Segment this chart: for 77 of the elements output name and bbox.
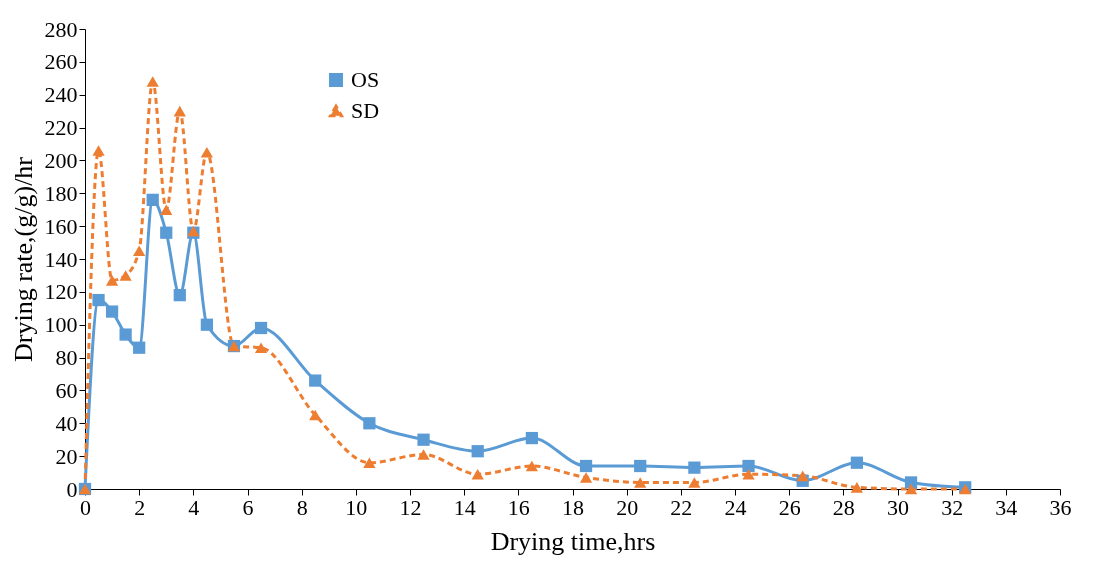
x-tick-label: 24: [724, 494, 747, 520]
point: [160, 204, 173, 216]
point: [363, 457, 376, 469]
point: [92, 293, 105, 307]
x-tick-label: 30: [887, 494, 909, 520]
point: [634, 477, 647, 488]
point: [363, 417, 376, 430]
point: [133, 341, 146, 354]
x-axis-title: Drying time,hrs: [490, 526, 656, 556]
x-tick-label: 18: [562, 494, 584, 520]
x-tick-label: 10: [345, 494, 368, 520]
point: [579, 472, 593, 483]
point: [160, 226, 173, 239]
point: [200, 318, 213, 331]
point: [688, 461, 701, 474]
y-tick-label: 140: [44, 246, 78, 272]
point: [105, 305, 119, 318]
legend-label: SD: [351, 98, 380, 123]
x-tick-label: 34: [995, 494, 1018, 520]
x-tick-label: 14: [453, 494, 476, 520]
point: [850, 456, 863, 469]
y-tick-label: 80: [55, 345, 78, 371]
point: [850, 482, 863, 493]
x-tick-label: 4: [188, 494, 200, 520]
point: [173, 105, 186, 117]
point: [688, 477, 701, 488]
point: [417, 433, 430, 446]
point: [471, 468, 484, 480]
point: [417, 449, 430, 460]
x-tick-label: 8: [296, 494, 308, 520]
x-tick-label: 20: [616, 494, 639, 520]
point: [634, 459, 647, 473]
point: [742, 468, 755, 480]
x-tick-label: 12: [399, 494, 422, 520]
point: [796, 470, 809, 482]
y-tick-label: 240: [44, 82, 78, 108]
y-tick-label: 0: [66, 476, 78, 502]
x-tick-label: 36: [1049, 494, 1072, 520]
x-tick-label: 2: [134, 494, 146, 520]
y-tick-label: 120: [44, 279, 78, 305]
x-tick-label: 28: [832, 494, 855, 520]
y-tick-label: 200: [44, 147, 78, 173]
x-tick-label: 22: [670, 494, 693, 520]
point: [525, 431, 538, 445]
point: [742, 459, 755, 473]
y-tick-label: 40: [55, 410, 78, 436]
x-tick-label: 6: [242, 494, 254, 520]
point: [471, 445, 484, 458]
point: [133, 245, 146, 257]
x-tick-label: 32: [941, 494, 964, 520]
point: [119, 328, 132, 341]
y-tick-label: 100: [44, 312, 78, 338]
point: [525, 460, 538, 472]
legend-label: OS: [351, 67, 380, 92]
point: [173, 289, 186, 302]
y-tick-label: 20: [55, 443, 78, 469]
point: [309, 374, 322, 387]
x-tick-label: 16: [507, 494, 530, 520]
y-tick-label: 220: [44, 115, 78, 141]
point: [579, 459, 593, 473]
point: [254, 342, 268, 354]
y-tick-label: 60: [55, 377, 78, 403]
point: [92, 145, 105, 156]
y-tick-label: 160: [44, 213, 78, 239]
point: [146, 76, 159, 87]
y-tick-label: 280: [44, 16, 78, 42]
point: [309, 409, 322, 421]
point: [254, 321, 268, 335]
point: [200, 146, 213, 158]
y-tick-label: 180: [44, 180, 78, 206]
point: [904, 483, 918, 495]
x-tick-label: 26: [778, 494, 801, 520]
point: [105, 275, 119, 286]
point: [146, 193, 159, 206]
point: [119, 270, 132, 281]
y-tick-label: 260: [44, 49, 78, 75]
y-axis-title: Drying rate,(g/g)/hr: [8, 156, 38, 363]
